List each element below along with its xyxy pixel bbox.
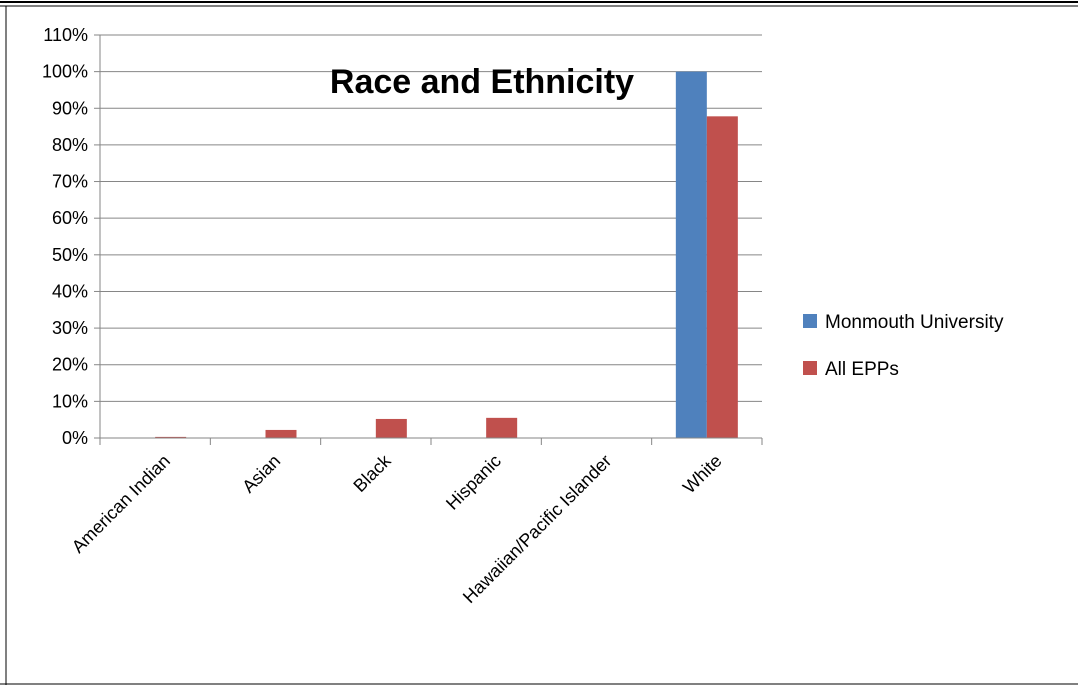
legend-swatch [803,361,817,375]
bar-all-epps-2 [375,418,407,438]
legend: Monmouth University All EPPs [803,312,1004,380]
legend-label: Monmouth University [825,312,1004,333]
bar-monmouth-university-5 [675,71,707,439]
y-tick-label: 30% [52,318,88,338]
x-category-label: Hispanic [442,451,505,514]
bars [155,71,738,439]
y-tick-label: 10% [52,391,88,411]
legend-swatch [803,314,817,328]
y-tick-label: 0% [62,428,88,448]
x-axis: American Indian Asian Black HispanicHawaiia… [68,437,763,607]
y-tick-label: 70% [52,172,88,192]
y-axis: 0% 10% 20% 30% 40% 50% 60% 70% 80% 90% 100% 110% [42,25,101,448]
y-tick-label: 60% [52,208,88,228]
x-category-label: American Indian [68,451,174,557]
y-tick-label: 20% [52,355,88,375]
x-category-label: White [679,451,726,498]
y-tick-label: 110% [43,25,88,45]
y-tick-label: 40% [52,281,88,301]
y-tick-label: 80% [52,135,88,155]
y-tick-label: 100% [42,62,88,82]
y-tick-label: 50% [52,245,88,265]
bar-all-epps-0 [155,436,187,438]
bar-all-epps-5 [706,116,738,438]
bar-all-epps-3 [486,417,518,438]
x-category-label: Black [349,450,395,496]
x-category-label: Asian [238,451,284,497]
chart-title: Race and Ethnicity [330,63,634,101]
legend-label: All EPPs [825,359,899,380]
bar-all-epps-1 [265,429,297,438]
y-tick-label: 90% [52,98,88,118]
